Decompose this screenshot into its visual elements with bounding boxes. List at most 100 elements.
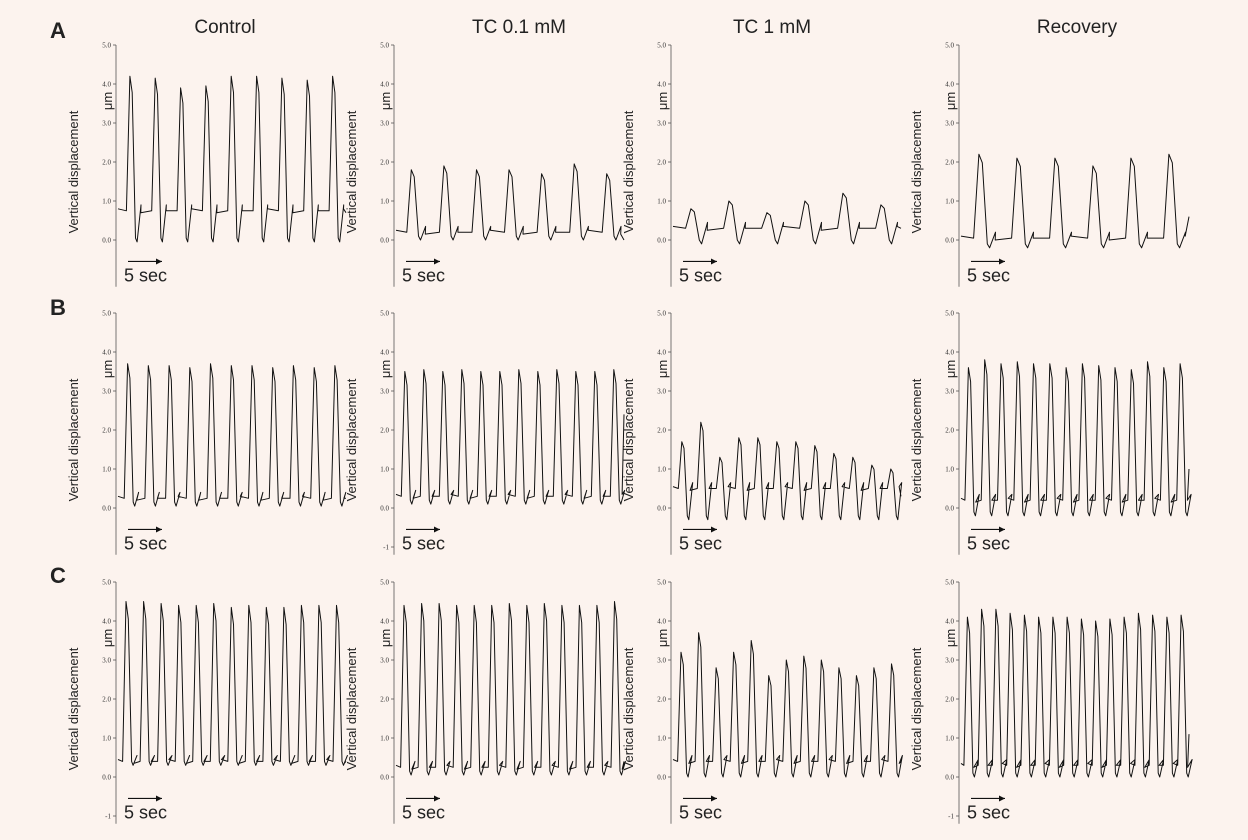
displacement-trace — [672, 192, 902, 245]
unit-label: μm — [943, 360, 958, 378]
y-tick-label: 3.0 — [102, 120, 111, 128]
trace-panel: 0.0 1.0 2.0 3.0 4.0 5.0 Vertical displacement μ… — [909, 310, 1192, 555]
y-tick-label: 4.0 — [102, 349, 111, 357]
trace-panel: 0.0 1.0 2.0 3.0 4.0 5.0 Vertical displacement μ… — [66, 310, 347, 555]
time-scale-label: 5 sec — [679, 533, 722, 553]
displacement-trace — [117, 363, 347, 507]
y-tick-label: 2.0 — [657, 427, 666, 435]
unit-label: μm — [378, 360, 393, 378]
time-scale-label: 5 sec — [124, 533, 167, 553]
y-tick-label: 3.0 — [657, 120, 666, 128]
trace-panel: 0.0 1.0 2.0 3.0 4.0 5.0 Vertical displacement μ… — [344, 42, 625, 287]
y-axis-label: Vertical displacement — [621, 647, 636, 770]
column-title: Control — [194, 17, 255, 38]
y-axis-label: Vertical displacement — [66, 647, 81, 770]
time-scale-label: 5 sec — [679, 802, 722, 822]
y-tick-label: 3.0 — [945, 120, 954, 128]
unit-label: μm — [655, 92, 670, 110]
unit-label: μm — [100, 360, 115, 378]
y-tick-label: 4.0 — [380, 349, 389, 357]
displacement-trace — [672, 421, 903, 521]
y-tick-label: 2.0 — [380, 696, 389, 704]
y-tick-label: -1 — [383, 544, 389, 552]
time-scale-label: 5 sec — [402, 533, 445, 553]
y-tick-label: 4.0 — [380, 81, 389, 89]
y-tick-label: 2.0 — [945, 427, 954, 435]
y-tick-label: 0.0 — [945, 505, 954, 513]
y-tick-label: 0.0 — [657, 505, 666, 513]
time-scale-label: 5 sec — [124, 802, 167, 822]
y-tick-label: 3.0 — [657, 388, 666, 396]
y-tick-label: -1 — [105, 813, 111, 821]
y-tick-label: 2.0 — [380, 427, 389, 435]
y-tick-label: 1.0 — [945, 198, 954, 206]
y-tick-label: 4.0 — [657, 81, 666, 89]
y-tick-label: 3.0 — [380, 120, 389, 128]
trace-panel: -1 0.0 1.0 2.0 3.0 4.0 5.0 Vertical displacemen… — [66, 579, 348, 824]
trace-panel: -1 0.0 1.0 2.0 3.0 4.0 5.0 Vertical displacemen… — [909, 579, 1193, 824]
y-tick-label: 2.0 — [102, 696, 111, 704]
y-tick-label: 2.0 — [102, 159, 111, 167]
y-tick-label: 2.0 — [945, 159, 954, 167]
y-tick-label: 0.0 — [102, 774, 111, 782]
y-axis-label: Vertical displacement — [621, 110, 636, 233]
y-tick-label: 3.0 — [380, 388, 389, 396]
y-tick-label: 1.0 — [380, 735, 389, 743]
y-tick-label: 2.0 — [102, 427, 111, 435]
unit-label: μm — [655, 360, 670, 378]
y-tick-label: 2.0 — [380, 159, 389, 167]
y-tick-label: 1.0 — [380, 466, 389, 474]
y-tick-label: 4.0 — [945, 81, 954, 89]
y-tick-label: 0.0 — [102, 505, 111, 513]
unit-label: μm — [100, 92, 115, 110]
y-tick-label: 4.0 — [657, 349, 666, 357]
time-scale-label: 5 sec — [967, 802, 1010, 822]
y-tick-label: 5.0 — [657, 42, 666, 50]
y-tick-label: 2.0 — [657, 159, 666, 167]
y-tick-label: 0.0 — [657, 774, 666, 782]
displacement-trace — [117, 75, 347, 243]
arrow-head-icon — [156, 795, 162, 802]
trace-panel: 0.0 1.0 2.0 3.0 4.0 5.0 Vertical displacement μ… — [66, 42, 347, 287]
y-tick-label: 3.0 — [657, 657, 666, 665]
unit-label: μm — [655, 629, 670, 647]
y-tick-label: 2.0 — [945, 696, 954, 704]
trace-panel: 0.0 1.0 2.0 3.0 4.0 5.0 Vertical displacement μ… — [621, 42, 902, 287]
time-scale-label: 5 sec — [967, 265, 1010, 285]
y-tick-label: 0.0 — [945, 774, 954, 782]
y-tick-label: 5.0 — [380, 42, 389, 50]
arrow-head-icon — [434, 526, 440, 533]
y-tick-label: 0.0 — [380, 505, 389, 513]
y-tick-label: 1.0 — [657, 735, 666, 743]
y-tick-label: 1.0 — [102, 735, 111, 743]
y-tick-label: 3.0 — [945, 657, 954, 665]
y-tick-label: 4.0 — [380, 618, 389, 626]
unit-label: μm — [943, 629, 958, 647]
y-tick-label: 5.0 — [102, 42, 111, 50]
y-tick-label: 4.0 — [102, 81, 111, 89]
y-tick-label: -1 — [948, 813, 954, 821]
y-tick-label: 0.0 — [945, 237, 954, 245]
arrow-head-icon — [434, 258, 440, 265]
arrow-head-icon — [711, 258, 717, 265]
y-tick-label: 5.0 — [380, 310, 389, 318]
y-tick-label: 1.0 — [102, 466, 111, 474]
y-tick-label: 1.0 — [102, 198, 111, 206]
y-tick-label: 4.0 — [945, 618, 954, 626]
row-label: A — [50, 18, 66, 43]
time-scale-label: 5 sec — [124, 265, 167, 285]
column-title: TC 0.1 mM — [472, 17, 566, 38]
displacement-trace — [960, 359, 1192, 517]
trace-panel: 0.0 1.0 2.0 3.0 4.0 5.0 Vertical displacement μ… — [621, 310, 903, 555]
unit-label: μm — [100, 629, 115, 647]
y-tick-label: 5.0 — [380, 579, 389, 587]
y-tick-label: 0.0 — [657, 237, 666, 245]
arrow-head-icon — [999, 795, 1005, 802]
arrow-head-icon — [156, 526, 162, 533]
y-axis-label: Vertical displacement — [66, 110, 81, 233]
y-tick-label: 0.0 — [102, 237, 111, 245]
y-axis-label: Vertical displacement — [621, 378, 636, 501]
displacement-trace — [960, 608, 1193, 778]
displacement-trace — [395, 163, 625, 241]
